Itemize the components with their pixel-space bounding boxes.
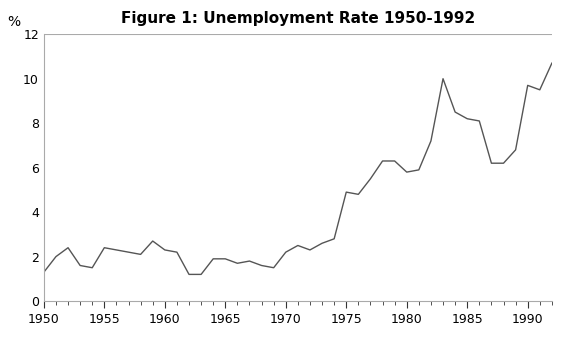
Text: %: % (7, 15, 20, 29)
Title: Figure 1: Unemployment Rate 1950-1992: Figure 1: Unemployment Rate 1950-1992 (120, 11, 475, 26)
